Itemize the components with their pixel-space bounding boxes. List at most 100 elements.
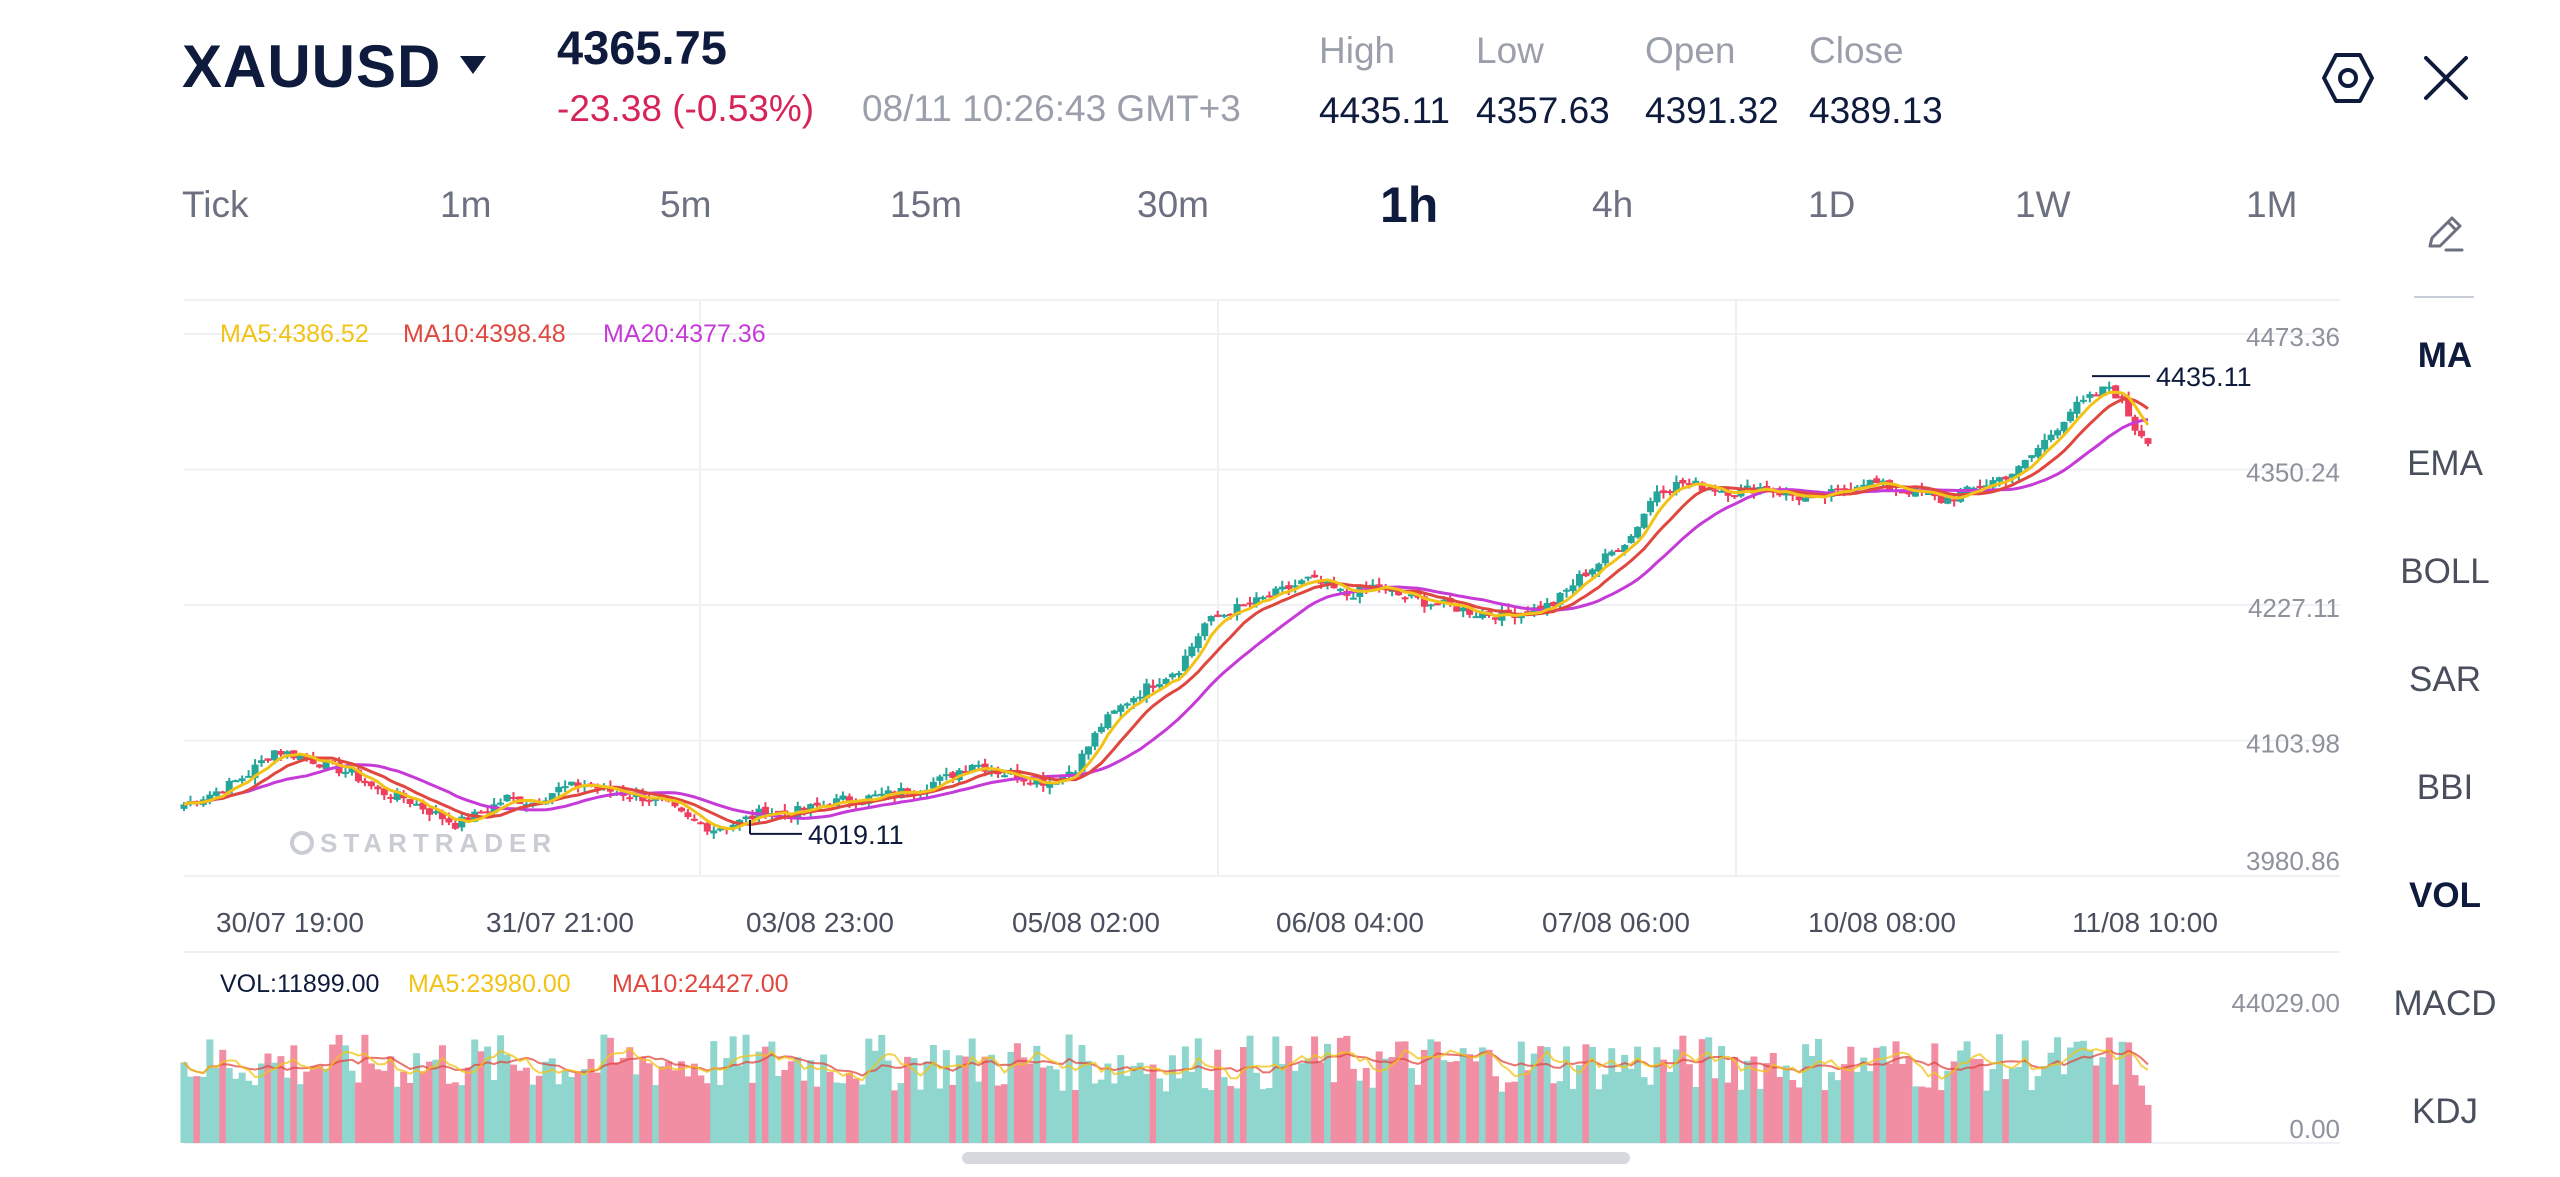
volume-bar	[1588, 1046, 1596, 1143]
candle-body	[1647, 501, 1655, 513]
volume-bar	[2015, 1067, 2023, 1143]
volume-bar	[703, 1083, 711, 1143]
candle-body	[1595, 563, 1603, 572]
volume-bar	[1827, 1072, 1835, 1143]
candle-body	[606, 786, 614, 792]
volume-bar	[1453, 1061, 1461, 1143]
timeframe-1d[interactable]: 1D	[1808, 184, 1856, 225]
volume-bar	[1382, 1058, 1390, 1143]
candle-body	[1924, 492, 1932, 495]
volume-bar	[2125, 1042, 2133, 1143]
candle-body	[1601, 553, 1609, 564]
volume-bar	[1052, 1069, 1060, 1143]
volume-bar	[1065, 1034, 1073, 1143]
volume-bar	[1201, 1088, 1209, 1143]
volume-bar	[988, 1054, 996, 1143]
volume-bar	[193, 1076, 201, 1143]
volume-bar	[1970, 1058, 1978, 1143]
volume-bar	[1892, 1041, 1900, 1143]
close-icon[interactable]	[2420, 52, 2472, 104]
low-value: 4357.63	[1476, 90, 1610, 131]
volume-bar	[2041, 1066, 2049, 1143]
timeframe-30m[interactable]: 30m	[1137, 184, 1209, 225]
timeframe-1w[interactable]: 1W	[2015, 184, 2071, 225]
candle-body	[1556, 592, 1564, 605]
volume-bar	[2047, 1052, 2055, 1143]
candle-body	[878, 793, 886, 796]
indicator-boll[interactable]: BOLL	[2400, 552, 2490, 591]
volume-bar	[2099, 1057, 2107, 1143]
timeframe-15m[interactable]: 15m	[890, 184, 962, 225]
candle-body	[1569, 585, 1577, 592]
timeframe-5m[interactable]: 5m	[660, 184, 712, 225]
candle-body	[555, 786, 563, 793]
indicator-ma[interactable]: MA	[2417, 336, 2473, 375]
low-label: Low	[1476, 30, 1544, 71]
candle-body	[445, 818, 453, 823]
volume-bar	[1440, 1060, 1448, 1143]
indicator-macd[interactable]: MACD	[2393, 984, 2497, 1023]
timeframe-1h[interactable]: 1h	[1380, 177, 1439, 233]
timeframe-1m[interactable]: 1m	[440, 184, 492, 225]
volume-bar	[2144, 1104, 2152, 1143]
volume-bar	[1220, 1077, 1228, 1143]
volume-bar	[199, 1076, 207, 1143]
pencil-draw-icon[interactable]	[2420, 210, 2468, 258]
gear-hexagon-icon[interactable]	[2320, 50, 2376, 106]
volume-bar	[561, 1070, 569, 1143]
volume-bar	[1550, 1083, 1558, 1143]
volume-bar	[632, 1074, 640, 1143]
timeframe-tick[interactable]: Tick	[182, 184, 249, 225]
candle-body	[277, 750, 285, 755]
volume-bar	[1026, 1063, 1034, 1143]
volume-bar	[1608, 1048, 1616, 1143]
volume-bar	[1995, 1034, 2003, 1143]
indicator-vol[interactable]: VOL	[2409, 876, 2481, 915]
volume-bar	[871, 1050, 879, 1143]
volume-bar	[1802, 1044, 1810, 1143]
volume-bar	[464, 1067, 472, 1143]
candle-body	[2015, 466, 2023, 476]
timeframe-1m-month[interactable]: 1M	[2246, 184, 2298, 225]
watermark-logo-icon	[290, 831, 314, 855]
x-tick-label: 07/08 06:00	[1542, 907, 1690, 938]
volume-bar	[1731, 1056, 1739, 1143]
volume-bar	[1601, 1074, 1609, 1143]
volume-bar	[2105, 1037, 2113, 1143]
candle-body	[645, 799, 653, 802]
candle-body	[509, 797, 517, 800]
candle-body	[1472, 616, 1480, 619]
chart-scrollbar[interactable]	[962, 1152, 1630, 1164]
candle-body	[884, 790, 892, 795]
volume-bar	[1569, 1089, 1577, 1143]
indicator-bbi[interactable]: BBI	[2416, 768, 2474, 807]
volume-bar	[2138, 1085, 2146, 1143]
symbol-selector[interactable]: XAUUSD	[182, 33, 442, 100]
candle-body	[1117, 705, 1125, 712]
volume-bar	[897, 1083, 905, 1143]
indicator-ema[interactable]: EMA	[2407, 444, 2483, 483]
volume-bar	[1278, 1064, 1286, 1143]
indicator-sar[interactable]: SAR	[2409, 660, 2481, 699]
candle-body	[1873, 478, 1881, 484]
volume-bar	[1982, 1090, 1990, 1143]
indicator-kdj[interactable]: KDJ	[2411, 1092, 2479, 1131]
candle-body	[1530, 607, 1538, 616]
chevron-down-icon[interactable]	[460, 56, 486, 74]
candle-body	[2047, 434, 2055, 441]
candle-body	[929, 781, 937, 789]
candle-body	[1685, 483, 1693, 486]
volume-bar	[962, 1056, 970, 1143]
volume-bar	[458, 1085, 466, 1143]
volume-bar	[1252, 1072, 1260, 1143]
volume-bar	[1039, 1067, 1047, 1143]
candle-body	[1459, 607, 1467, 612]
candle-body	[2060, 421, 2068, 432]
volume-bar	[1013, 1043, 1021, 1143]
candle-body	[568, 781, 576, 786]
timeframe-4h[interactable]: 4h	[1592, 184, 1634, 225]
volume-bar	[1524, 1070, 1532, 1143]
candle-body	[729, 824, 737, 829]
candle-body	[2002, 476, 2010, 480]
